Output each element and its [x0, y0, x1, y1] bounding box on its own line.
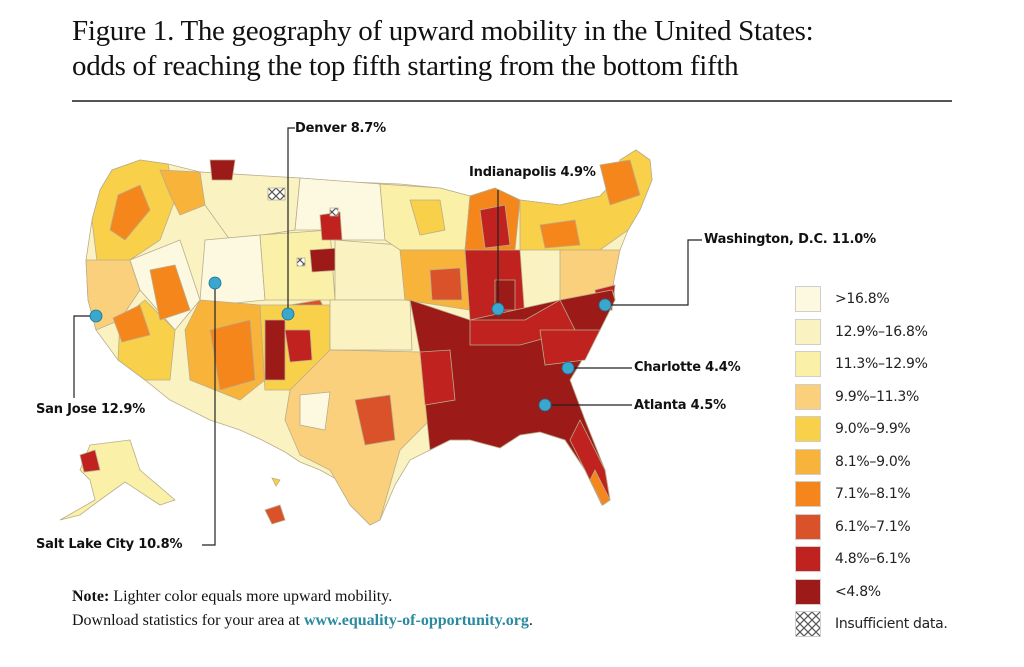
map-region-oregon-orange: [109, 184, 151, 241]
map-region-tx-central: [354, 394, 396, 446]
note-bold: Note:: [72, 588, 110, 605]
map-region-utah: [199, 234, 266, 306]
legend-item: Insufficient data.: [795, 608, 948, 641]
map-region-hawaii-small: [271, 477, 281, 487]
legend-item: 9.0%–9.9%: [795, 413, 948, 446]
crosshatch-icon: [796, 612, 820, 637]
callout-indianapolis: Indianapolis 4.9%: [469, 165, 596, 180]
legend-label: 9.0%–9.9%: [835, 421, 911, 438]
legend-item: >16.8%: [795, 283, 948, 316]
legend-swatch: [795, 481, 821, 508]
city-marker-salt-lake-city: [208, 276, 222, 290]
map-legend: >16.8% 12.9%–16.8% 11.3%–12.9% 9.9%–11.3…: [795, 283, 948, 641]
legend-swatch: [795, 578, 821, 605]
figure-title-line1: Figure 1. The geography of upward mobili…: [72, 15, 814, 47]
legend-swatch: [795, 546, 821, 573]
note-line2-prefix: Download statistics for your area at: [72, 612, 304, 629]
legend-swatch: [795, 416, 821, 443]
legend-label: 4.8%–6.1%: [835, 551, 911, 568]
legend-label: 8.1%–9.0%: [835, 453, 911, 470]
figure-note: Note: Lighter color equals more upward m…: [72, 585, 533, 633]
map-region-central-valley: [112, 304, 151, 343]
city-marker-atlanta: [538, 398, 552, 412]
city-marker-denver: [281, 307, 295, 321]
map-insufficient-data-area: [267, 187, 286, 201]
map-region-carolinas: [539, 329, 601, 366]
legend-label: 11.3%–12.9%: [835, 356, 928, 373]
map-region-mo-red: [429, 267, 463, 301]
map-region-arkansas: [419, 349, 456, 406]
map-insufficient-data-area: [329, 207, 339, 217]
callout-salt-lake-city: Salt Lake City 10.8%: [36, 537, 183, 552]
legend-label: 12.9%–16.8%: [835, 323, 928, 340]
legend-label: >16.8%: [835, 291, 890, 308]
map-region-nm-dark: [264, 319, 286, 381]
map-region-tx-west-light: [299, 391, 331, 431]
callout-washington-dc: Washington, D.C. 11.0%: [704, 232, 876, 247]
map-region-alaska: [59, 439, 176, 521]
map-region-nevada-orange: [149, 264, 191, 321]
legend-swatch-insufficient-data: [795, 611, 821, 638]
callout-san-jose: San Jose 12.9%: [36, 402, 146, 417]
map-region-hawaii-big: [264, 504, 286, 525]
map-region-ny-orange: [539, 219, 581, 249]
city-marker-charlotte: [561, 361, 575, 375]
city-marker-indianapolis: [491, 302, 505, 316]
legend-label: 9.9%–11.3%: [835, 388, 920, 405]
map-region-az-orange: [209, 319, 256, 391]
map-region-nm-red: [284, 329, 313, 363]
map-region-nebraska-kansas: [334, 239, 406, 301]
legend-item: 11.3%–12.9%: [795, 348, 948, 381]
city-marker-washington-dc: [598, 298, 612, 312]
leader-line-salt-lake-city: [202, 283, 216, 546]
legend-swatch: [795, 383, 821, 410]
map-insufficient-data-area: [296, 257, 306, 267]
map-region-florida-tip: [589, 469, 611, 506]
source-link[interactable]: www.equality-of-opportunity.org: [303, 612, 529, 629]
figure-title: Figure 1. The geography of upward mobili…: [72, 14, 814, 84]
legend-item: 4.8%–6.1%: [795, 543, 948, 576]
legend-label: <4.8%: [835, 583, 881, 600]
map-region-mt-dark: [209, 159, 236, 181]
legend-item: 6.1%–7.1%: [795, 511, 948, 544]
callout-charlotte: Charlotte 4.4%: [634, 360, 741, 375]
map-region-mi-red: [479, 204, 511, 249]
map-region-texas: [284, 349, 431, 526]
leader-line-washington-dc: [605, 239, 702, 306]
map-region-idaho: [159, 169, 206, 216]
legend-label: 7.1%–8.1%: [835, 486, 911, 503]
note-line1: Lighter color equals more upward mobilit…: [109, 588, 393, 605]
legend-item: 7.1%–8.1%: [795, 478, 948, 511]
legend-swatch: [795, 286, 821, 313]
map-region-oklahoma: [329, 299, 413, 351]
callout-denver: Denver 8.7%: [295, 121, 386, 136]
legend-label: Insufficient data.: [835, 616, 948, 633]
leader-line-san-jose: [73, 315, 96, 398]
legend-swatch: [795, 448, 821, 475]
legend-item: 9.9%–11.3%: [795, 381, 948, 414]
legend-item: 12.9%–16.8%: [795, 316, 948, 349]
city-marker-san-jose: [89, 309, 103, 323]
leader-line-denver: [287, 127, 295, 314]
map-region-new-england: [599, 159, 641, 206]
note-line2-suffix: .: [528, 612, 533, 629]
map-region-ak-red: [79, 449, 101, 473]
legend-item: <4.8%: [795, 576, 948, 609]
figure-title-line2: odds of reaching the top fifth starting …: [72, 50, 739, 82]
map-region-wi: [409, 199, 446, 236]
legend-swatch: [795, 351, 821, 378]
legend-label: 6.1%–7.1%: [835, 518, 911, 535]
legend-swatch: [795, 513, 821, 540]
title-divider: [72, 100, 952, 102]
callout-atlanta: Atlanta 4.5%: [634, 398, 726, 413]
legend-item: 8.1%–9.0%: [795, 446, 948, 479]
legend-swatch: [795, 318, 821, 345]
